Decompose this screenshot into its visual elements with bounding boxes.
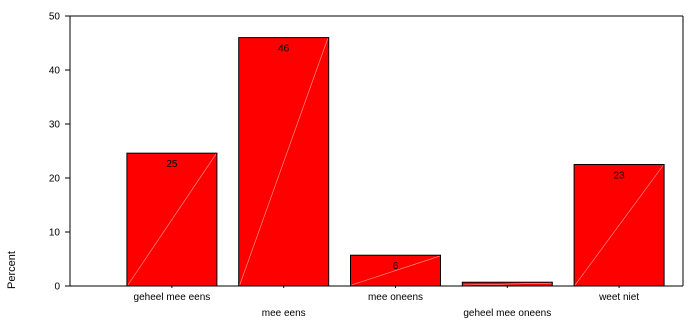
x-axis: geheel mee eens mee eens mee oneens geheel … <box>70 285 683 319</box>
bar-data-label-2: 6 <box>393 261 399 272</box>
x-category-label-3: geheel mee oneens <box>463 308 551 319</box>
bar-diagonal-1 <box>239 38 328 286</box>
bar-data-label-1: 46 <box>278 44 290 55</box>
y-tick-label: 10 <box>49 228 61 239</box>
y-tick-label: 50 <box>49 12 61 23</box>
y-tick-label: 30 <box>49 120 61 131</box>
y-tick-label: 20 <box>49 174 61 185</box>
y-axis-title: Percent <box>6 251 18 289</box>
bar-diagonal-0 <box>127 153 217 286</box>
bar-diagonal-4 <box>574 165 664 286</box>
x-category-label-4: weet niet <box>598 292 639 303</box>
bar-data-label-4: 23 <box>614 171 626 182</box>
y-tick-label: 40 <box>49 66 61 77</box>
bars: 25 46 6 23 <box>126 37 665 287</box>
x-category-label-0: geheel mee eens <box>134 292 211 303</box>
x-category-label-1: mee eens <box>262 308 306 319</box>
y-axis: 0 10 20 30 40 50 <box>49 12 684 293</box>
y-tick-label: 0 <box>54 282 60 293</box>
bar-data-label-0: 25 <box>166 159 178 170</box>
bar-diagonal-2 <box>351 255 440 286</box>
x-category-label-2: mee oneens <box>368 292 423 303</box>
bar-diagonal-3 <box>463 282 552 286</box>
